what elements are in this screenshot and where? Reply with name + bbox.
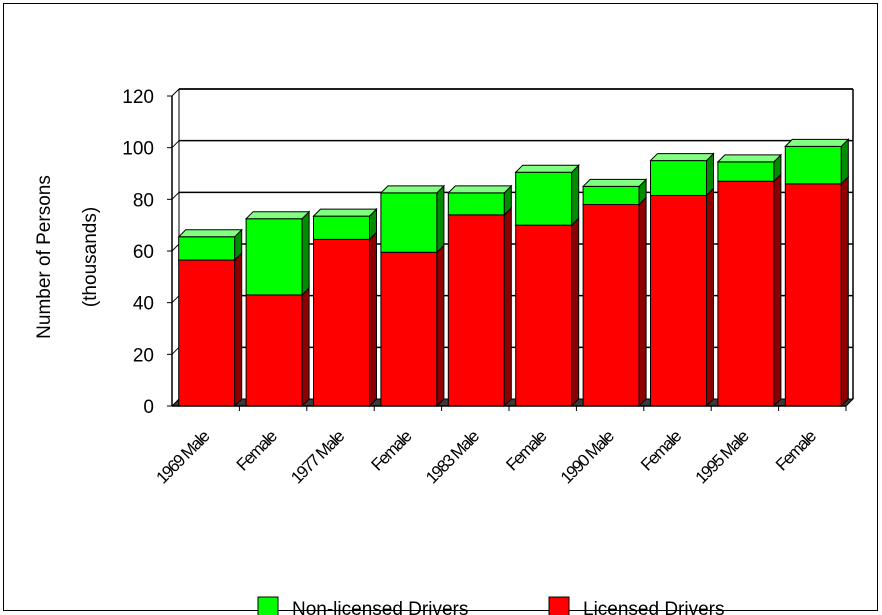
bar-segment-non-licensed-drivers-top xyxy=(312,208,378,217)
y-tick-label: 80 xyxy=(133,190,154,211)
stacked-bar xyxy=(649,152,715,408)
bar-segment-non-licensed-drivers xyxy=(515,171,573,226)
bar-segment-licensed-drivers xyxy=(313,238,370,407)
bar-segment-licensed-drivers-side xyxy=(436,244,445,408)
stacked-bar xyxy=(177,228,243,408)
stacked-bar xyxy=(244,210,311,408)
bar-segment-non-licensed-drivers-top xyxy=(244,211,311,220)
bar-segment-licensed-drivers xyxy=(717,180,775,407)
stacked-bar xyxy=(581,178,648,408)
stacked-bar xyxy=(514,164,580,408)
y-axis-title-line-2: (thousands) xyxy=(80,207,101,307)
bar-segment-non-licensed-drivers-top xyxy=(379,185,446,194)
bar-segment-licensed-drivers xyxy=(582,204,640,407)
y-tick-label: 0 xyxy=(143,397,154,418)
stacked-bar xyxy=(312,207,378,408)
bar-segment-licensed-drivers xyxy=(245,294,303,407)
legend-swatch-non-licensed xyxy=(257,596,279,615)
stacked-bar xyxy=(784,138,850,408)
legend-label-licensed: Licensed Drivers xyxy=(583,599,725,615)
bar-segment-non-licensed-drivers-top xyxy=(784,138,850,147)
stacked-bar xyxy=(447,184,513,408)
gridline-depth xyxy=(171,243,180,252)
bar-segment-non-licensed-drivers-top xyxy=(649,153,715,162)
bar-segment-non-licensed-drivers-side xyxy=(840,138,849,186)
gridline-depth xyxy=(171,88,180,97)
bar-segment-licensed-drivers-side xyxy=(571,216,580,408)
bar-segment-licensed-drivers xyxy=(784,183,842,407)
bar-segment-licensed-drivers-side xyxy=(840,175,849,408)
stacked-bar xyxy=(716,153,783,408)
bars-layer xyxy=(177,138,850,408)
bar-segment-non-licensed-drivers xyxy=(313,215,370,240)
bar-segment-licensed-drivers xyxy=(447,214,505,407)
bar-segment-non-licensed-drivers-top xyxy=(581,178,648,187)
bar-segment-non-licensed-drivers-side xyxy=(301,210,310,297)
bar-segment-non-licensed-drivers xyxy=(717,161,775,182)
stacked-bar xyxy=(379,184,446,408)
bar-segment-non-licensed-drivers xyxy=(447,192,505,216)
x-tick-label: Female xyxy=(502,427,550,475)
x-tick-label: 1983 Male xyxy=(422,427,483,488)
bar-segment-non-licensed-drivers xyxy=(380,192,438,253)
bar-segment-licensed-drivers-side xyxy=(369,231,377,408)
bar-segment-licensed-drivers-side xyxy=(503,206,512,408)
legend-label-non-licensed: Non-licensed Drivers xyxy=(292,599,468,615)
x-tick-label: 1990 Male xyxy=(557,427,618,488)
bar-segment-non-licensed-drivers xyxy=(784,145,842,185)
x-tick-label: 1977 Male xyxy=(287,427,348,488)
bar-segment-licensed-drivers-side xyxy=(301,286,310,408)
x-tick-label: Female xyxy=(637,427,685,475)
bar-segment-licensed-drivers xyxy=(380,251,438,407)
bar-segment-licensed-drivers xyxy=(178,259,236,407)
y-axis-title-line-1: Number of Persons xyxy=(34,175,55,339)
y-tick-label: 20 xyxy=(133,345,154,366)
x-tick-label: Female xyxy=(368,427,416,475)
gridline-depth xyxy=(171,295,180,304)
x-tick-label: 1969 Male xyxy=(153,427,214,488)
x-tick-label: 1995 Male xyxy=(692,427,753,488)
y-axis-title: Number of Persons (thousands) xyxy=(34,175,101,339)
gridline-depth xyxy=(171,140,180,149)
bar-segment-non-licensed-drivers-side xyxy=(436,184,445,254)
bar-segment-licensed-drivers xyxy=(650,194,707,407)
bar-segment-non-licensed-drivers xyxy=(650,160,707,196)
x-tick-label: Female xyxy=(772,427,820,475)
y-tick-label: 60 xyxy=(133,242,154,263)
legend-swatch-licensed xyxy=(548,596,570,615)
bar-segment-licensed-drivers-side xyxy=(773,173,782,408)
x-tick-label: Female xyxy=(233,427,281,475)
bar-segment-non-licensed-drivers xyxy=(582,185,640,206)
bar-segment-non-licensed-drivers xyxy=(245,218,303,296)
bar-segment-non-licensed-drivers-top xyxy=(716,154,783,163)
bar-segment-non-licensed-drivers-side xyxy=(571,164,580,227)
y-tick-label: 100 xyxy=(122,139,154,160)
bar-segment-non-licensed-drivers-top xyxy=(447,185,513,194)
y-tick-label: 40 xyxy=(133,294,154,315)
bar-segment-licensed-drivers-side xyxy=(638,196,647,408)
legend: Non-licensed Drivers Licensed Drivers xyxy=(257,596,725,615)
gridline-depth xyxy=(171,346,180,355)
bar-segment-non-licensed-drivers-top xyxy=(514,164,580,173)
gridline-depth xyxy=(171,191,180,200)
bar-segment-non-licensed-drivers xyxy=(178,236,236,261)
bar-segment-licensed-drivers xyxy=(515,224,573,407)
bar-segment-non-licensed-drivers-top xyxy=(177,229,243,238)
bar-segment-licensed-drivers-side xyxy=(234,251,243,408)
y-tick-label: 120 xyxy=(122,87,154,108)
bar-segment-licensed-drivers-side xyxy=(706,187,714,408)
